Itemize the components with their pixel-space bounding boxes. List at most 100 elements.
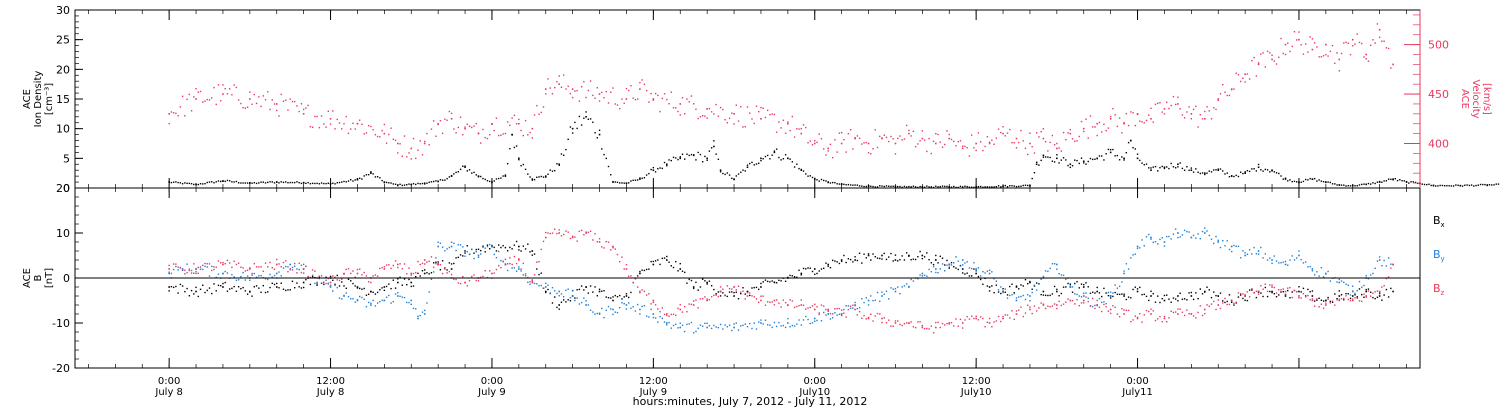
- data-point: [661, 317, 664, 320]
- data-point: [504, 174, 507, 176]
- data-point: [706, 298, 708, 300]
- data-point: [1033, 285, 1036, 287]
- data-point: [354, 301, 356, 303]
- data-point: [511, 117, 513, 119]
- data-point: [771, 301, 773, 303]
- data-point: [1074, 140, 1076, 142]
- data-point: [1296, 291, 1298, 293]
- data-point: [659, 315, 661, 318]
- data-point: [172, 112, 175, 114]
- data-point: [392, 300, 395, 303]
- data-point: [1199, 288, 1202, 290]
- data-point: [749, 322, 751, 325]
- data-point: [1004, 291, 1006, 293]
- data-point: [1365, 295, 1367, 297]
- data-point: [1121, 156, 1123, 158]
- data-point: [771, 280, 773, 282]
- data-point: [619, 182, 621, 184]
- data-point: [1219, 93, 1222, 95]
- data-point: [800, 127, 802, 130]
- data-point: [1201, 314, 1204, 317]
- data-point: [1152, 293, 1154, 295]
- data-point: [1298, 295, 1300, 297]
- data-point: [370, 171, 372, 173]
- data-point: [251, 274, 253, 276]
- data-point: [296, 282, 298, 284]
- data-point: [784, 280, 787, 282]
- data-point: [1181, 234, 1184, 236]
- data-point: [220, 100, 222, 102]
- data-point: [235, 263, 238, 266]
- data-point: [926, 275, 928, 277]
- data-point: [746, 164, 749, 166]
- data-point: [1351, 290, 1354, 293]
- data-point: [269, 261, 271, 264]
- data-point: [1165, 294, 1168, 296]
- data-point: [524, 248, 527, 250]
- data-point: [955, 256, 957, 258]
- data-point: [955, 318, 957, 320]
- data-point: [589, 309, 592, 311]
- data-point: [249, 181, 251, 184]
- data-point: [536, 261, 538, 263]
- data-point: [222, 84, 224, 86]
- data-point: [845, 316, 847, 318]
- data-point: [695, 159, 697, 161]
- data-point: [1338, 281, 1341, 284]
- data-point: [881, 291, 883, 293]
- data-point: [302, 263, 305, 266]
- data-point: [1179, 236, 1181, 238]
- data-point: [901, 286, 903, 288]
- data-point: [513, 255, 516, 258]
- data-point: [475, 248, 477, 251]
- data-point: [242, 267, 244, 269]
- data-point: [1134, 286, 1137, 288]
- data-point: [1163, 241, 1166, 243]
- data-point: [852, 307, 854, 309]
- data-point: [347, 268, 350, 270]
- data-point: [527, 243, 529, 245]
- data-point: [834, 312, 836, 314]
- data-point: [1293, 31, 1296, 33]
- data-point: [1078, 135, 1080, 138]
- data-point: [544, 236, 547, 239]
- data-point: [892, 185, 894, 187]
- data-point: [935, 268, 937, 270]
- data-point: [654, 92, 657, 95]
- data-point: [1251, 168, 1253, 170]
- data-point: [271, 282, 273, 285]
- data-point: [1385, 288, 1388, 291]
- data-point: [1058, 272, 1060, 275]
- data-point: [849, 305, 852, 307]
- data-point: [1369, 274, 1372, 276]
- data-point: [262, 181, 264, 183]
- data-point: [1356, 296, 1358, 298]
- data-point: [540, 248, 542, 251]
- data-point: [417, 149, 419, 151]
- data-point: [984, 186, 986, 188]
- data-point: [670, 313, 672, 316]
- data-point: [388, 264, 390, 266]
- data-point: [1074, 293, 1076, 295]
- data-point: [1011, 185, 1013, 187]
- data-point: [625, 295, 628, 297]
- data-point: [1275, 172, 1278, 174]
- data-point: [397, 263, 399, 266]
- data-point: [1336, 297, 1338, 300]
- data-point: [661, 307, 664, 309]
- data-point: [991, 325, 993, 328]
- data-point: [450, 174, 453, 177]
- data-point: [1235, 245, 1237, 247]
- data-point: [876, 186, 879, 188]
- data-point: [421, 154, 424, 156]
- data-point: [363, 175, 365, 177]
- data-point: [457, 126, 460, 129]
- data-point: [641, 269, 643, 271]
- data-point: [567, 138, 569, 141]
- data-point: [1100, 301, 1103, 304]
- data-point: [715, 293, 717, 295]
- data-point: [937, 133, 939, 136]
- data-point: [787, 157, 789, 160]
- data-point: [1334, 183, 1336, 185]
- data-point: [1089, 305, 1092, 307]
